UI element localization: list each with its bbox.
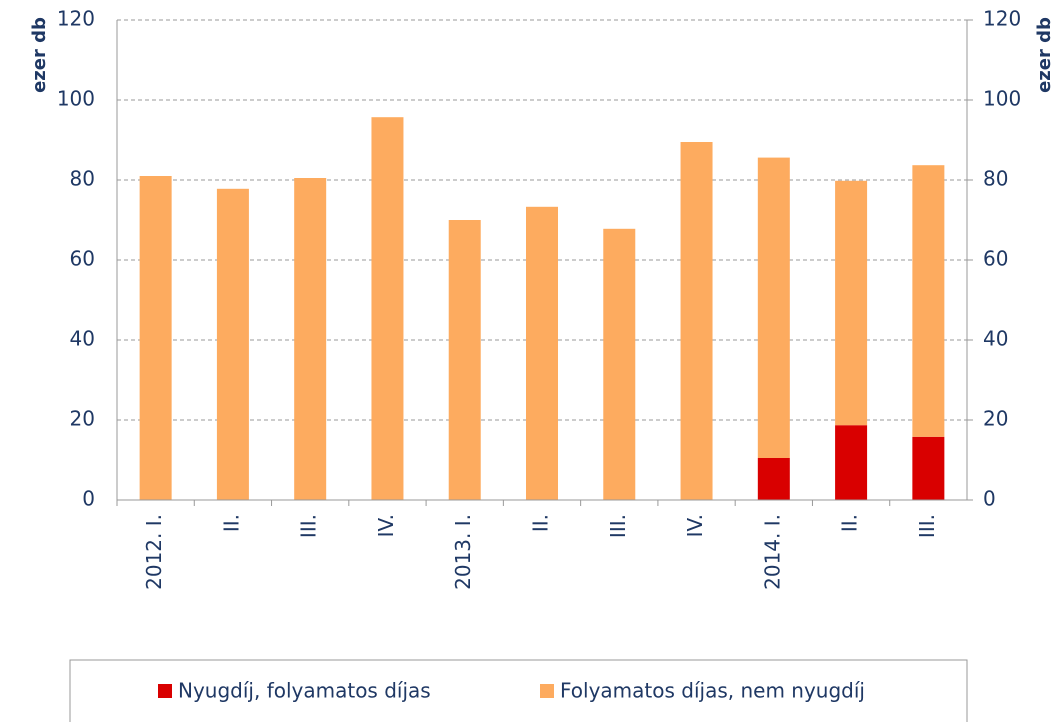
x-tick-label: 2012. I. [142,514,166,590]
y2-tick-label: 0 [983,487,996,511]
bar [912,165,945,437]
x-tick-label: II. [838,514,862,532]
bar [835,425,868,500]
y2-tick-label: 80 [983,167,1008,191]
bar [603,228,636,501]
bar [216,188,249,501]
x-tick-label: 2013. I. [451,514,475,590]
legend-label: Nyugdíj, folyamatos díjas [178,679,431,703]
legend-swatch [158,684,172,698]
bar [139,176,172,500]
y-tick-label: 120 [57,7,95,31]
x-tick-label: IV. [374,514,398,537]
bar [448,220,481,500]
bar [757,157,790,458]
bar [294,178,327,500]
x-tick-label: II. [219,514,243,532]
bar [526,206,558,501]
x-tick-label: III. [915,514,939,538]
y-tick-label: 40 [70,327,95,351]
y2-axis-label: ezer db [1034,17,1055,93]
y-tick-label: 100 [57,87,95,111]
x-tick-label: III. [297,514,321,538]
legend-box [69,659,968,722]
y-axis-label: ezer db [29,17,50,93]
x-tick-label: 2014. I. [760,514,784,590]
y2-tick-label: 20 [983,407,1008,431]
x-tick-label: II. [529,514,553,532]
x-tick-label: IV. [683,514,707,537]
y2-tick-label: 60 [983,247,1008,271]
y-tick-label: 0 [82,487,95,511]
bar [371,117,404,500]
x-tick-label: III. [606,514,630,538]
bar [912,436,945,500]
bar [680,142,713,500]
bar [757,458,790,500]
legend-label: Folyamatos díjas, nem nyugdíj [560,679,865,703]
y-tick-label: 80 [70,167,95,191]
y-tick-label: 20 [70,407,95,431]
legend-swatch [540,684,554,698]
y2-tick-label: 40 [983,327,1008,351]
bar [835,180,868,426]
y2-tick-label: 120 [983,7,1021,31]
y-tick-label: 60 [70,247,95,271]
y2-tick-label: 100 [983,87,1021,111]
